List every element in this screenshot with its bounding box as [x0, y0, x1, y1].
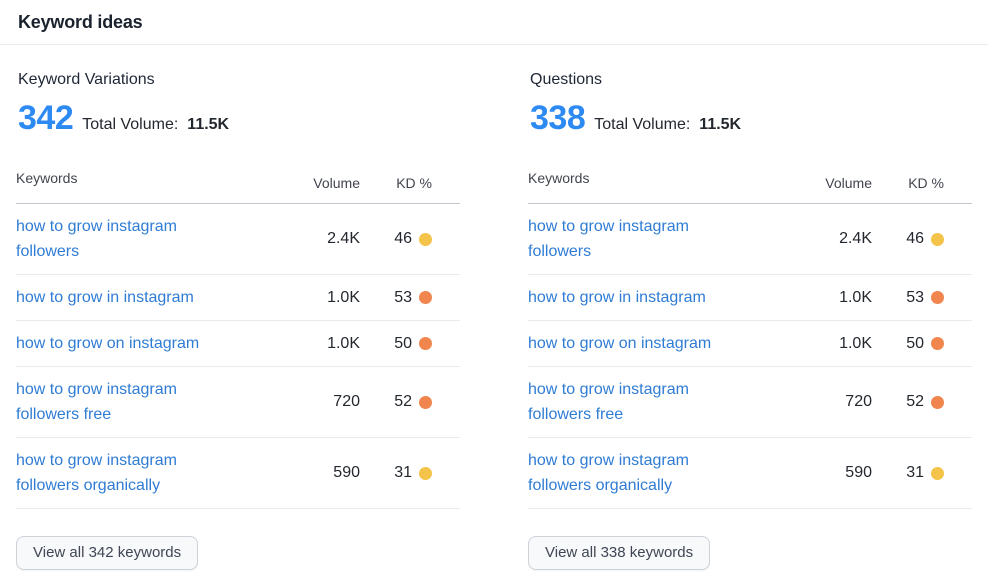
- total-volume-value: 11.5K: [699, 116, 742, 133]
- table-row: how to grow instagram followers organica…: [528, 438, 972, 509]
- keyword-link[interactable]: how to grow instagram followers free: [528, 381, 689, 423]
- total-volume-label: Total Volume:: [82, 116, 179, 133]
- column-header-kd: KD %: [396, 175, 432, 191]
- kd-value: 52: [906, 393, 924, 410]
- keyword-count: 338: [530, 99, 586, 137]
- volume-value: 590: [333, 464, 360, 481]
- table-row: how to grow in instagram 1.0K 53: [16, 275, 460, 321]
- kd-value: 52: [394, 393, 412, 410]
- section-questions: Questions 338 Total Volume: 11.5K Keywor…: [528, 71, 972, 570]
- kd-difficulty-dot: [931, 232, 944, 246]
- volume-value: 2.4K: [327, 230, 360, 247]
- volume-value: 590: [845, 464, 872, 481]
- kd-difficulty-dot: [931, 466, 944, 480]
- kd-value: 53: [394, 288, 412, 306]
- table-row: how to grow in instagram 1.0K 53: [528, 275, 972, 321]
- kd-difficulty-dot: [419, 466, 432, 480]
- keyword-link[interactable]: how to grow instagram followers organica…: [16, 452, 177, 494]
- page-title: Keyword ideas: [18, 12, 143, 32]
- keyword-link[interactable]: how to grow on instagram: [528, 335, 712, 352]
- table-row: how to grow on instagram 1.0K 50: [16, 321, 460, 367]
- kd-difficulty-dot: [419, 337, 432, 350]
- section-stats: 342 Total Volume: 11.5K: [18, 101, 460, 135]
- column-header-volume: Volume: [825, 175, 872, 191]
- kd-difficulty-dot: [419, 291, 432, 304]
- table-row: how to grow instagram followers 2.4K 46: [528, 204, 972, 275]
- panel-header: Keyword ideas: [0, 0, 988, 45]
- view-all-keywords-button[interactable]: View all 338 keywords: [528, 536, 711, 570]
- table-row: how to grow instagram followers free 720…: [16, 367, 460, 438]
- column-header-kd: KD %: [908, 175, 944, 191]
- view-all-keywords-button[interactable]: View all 342 keywords: [16, 536, 199, 570]
- volume-value: 1.0K: [839, 288, 872, 306]
- table-row: how to grow instagram followers free 720…: [528, 367, 972, 438]
- table-row: how to grow instagram followers organica…: [16, 438, 460, 509]
- kd-difficulty-dot: [419, 232, 432, 246]
- table-row: how to grow instagram followers 2.4K 46: [16, 204, 460, 275]
- keyword-count: 342: [18, 99, 74, 137]
- keywords-table: Keywords Volume KD % how to grow instagr…: [528, 162, 972, 509]
- table-header-row: Keywords Volume KD %: [528, 162, 972, 204]
- keyword-link[interactable]: how to grow instagram followers: [16, 218, 177, 260]
- table-header-row: Keywords Volume KD %: [16, 162, 460, 204]
- total-volume-value: 11.5K: [187, 116, 230, 133]
- kd-value: 50: [394, 334, 412, 352]
- kd-value: 50: [906, 334, 924, 352]
- section-heading: Keyword Variations: [18, 71, 155, 88]
- kd-difficulty-dot: [931, 291, 944, 304]
- keyword-link[interactable]: how to grow instagram followers organica…: [528, 452, 689, 494]
- kd-value: 31: [394, 464, 412, 481]
- kd-value: 46: [394, 230, 412, 247]
- kd-difficulty-dot: [931, 395, 944, 409]
- section-keyword-variations: Keyword Variations 342 Total Volume: 11.…: [16, 71, 460, 570]
- volume-value: 2.4K: [839, 230, 872, 247]
- kd-difficulty-dot: [419, 395, 432, 409]
- section-heading: Questions: [530, 71, 603, 88]
- volume-value: 1.0K: [839, 334, 872, 352]
- total-volume-label: Total Volume:: [594, 116, 691, 133]
- kd-value: 53: [906, 288, 924, 306]
- kd-value: 46: [906, 230, 924, 247]
- keyword-link[interactable]: how to grow in instagram: [528, 289, 706, 306]
- keywords-table: Keywords Volume KD % how to grow instagr…: [16, 162, 460, 509]
- volume-value: 1.0K: [327, 288, 360, 306]
- volume-value: 720: [845, 393, 872, 410]
- columns-container: Keyword Variations 342 Total Volume: 11.…: [0, 45, 988, 578]
- kd-difficulty-dot: [931, 337, 944, 350]
- keyword-link[interactable]: how to grow on instagram: [16, 335, 200, 352]
- keyword-link[interactable]: how to grow instagram followers free: [16, 381, 177, 423]
- column-header-keywords: Keywords: [528, 170, 590, 186]
- volume-value: 1.0K: [327, 334, 360, 352]
- keyword-link[interactable]: how to grow in instagram: [16, 289, 194, 306]
- table-row: how to grow on instagram 1.0K 50: [528, 321, 972, 367]
- section-stats: 338 Total Volume: 11.5K: [530, 101, 972, 135]
- column-header-volume: Volume: [313, 175, 360, 191]
- keyword-link[interactable]: how to grow instagram followers: [528, 218, 689, 260]
- column-header-keywords: Keywords: [16, 170, 78, 186]
- volume-value: 720: [333, 393, 360, 410]
- kd-value: 31: [906, 464, 924, 481]
